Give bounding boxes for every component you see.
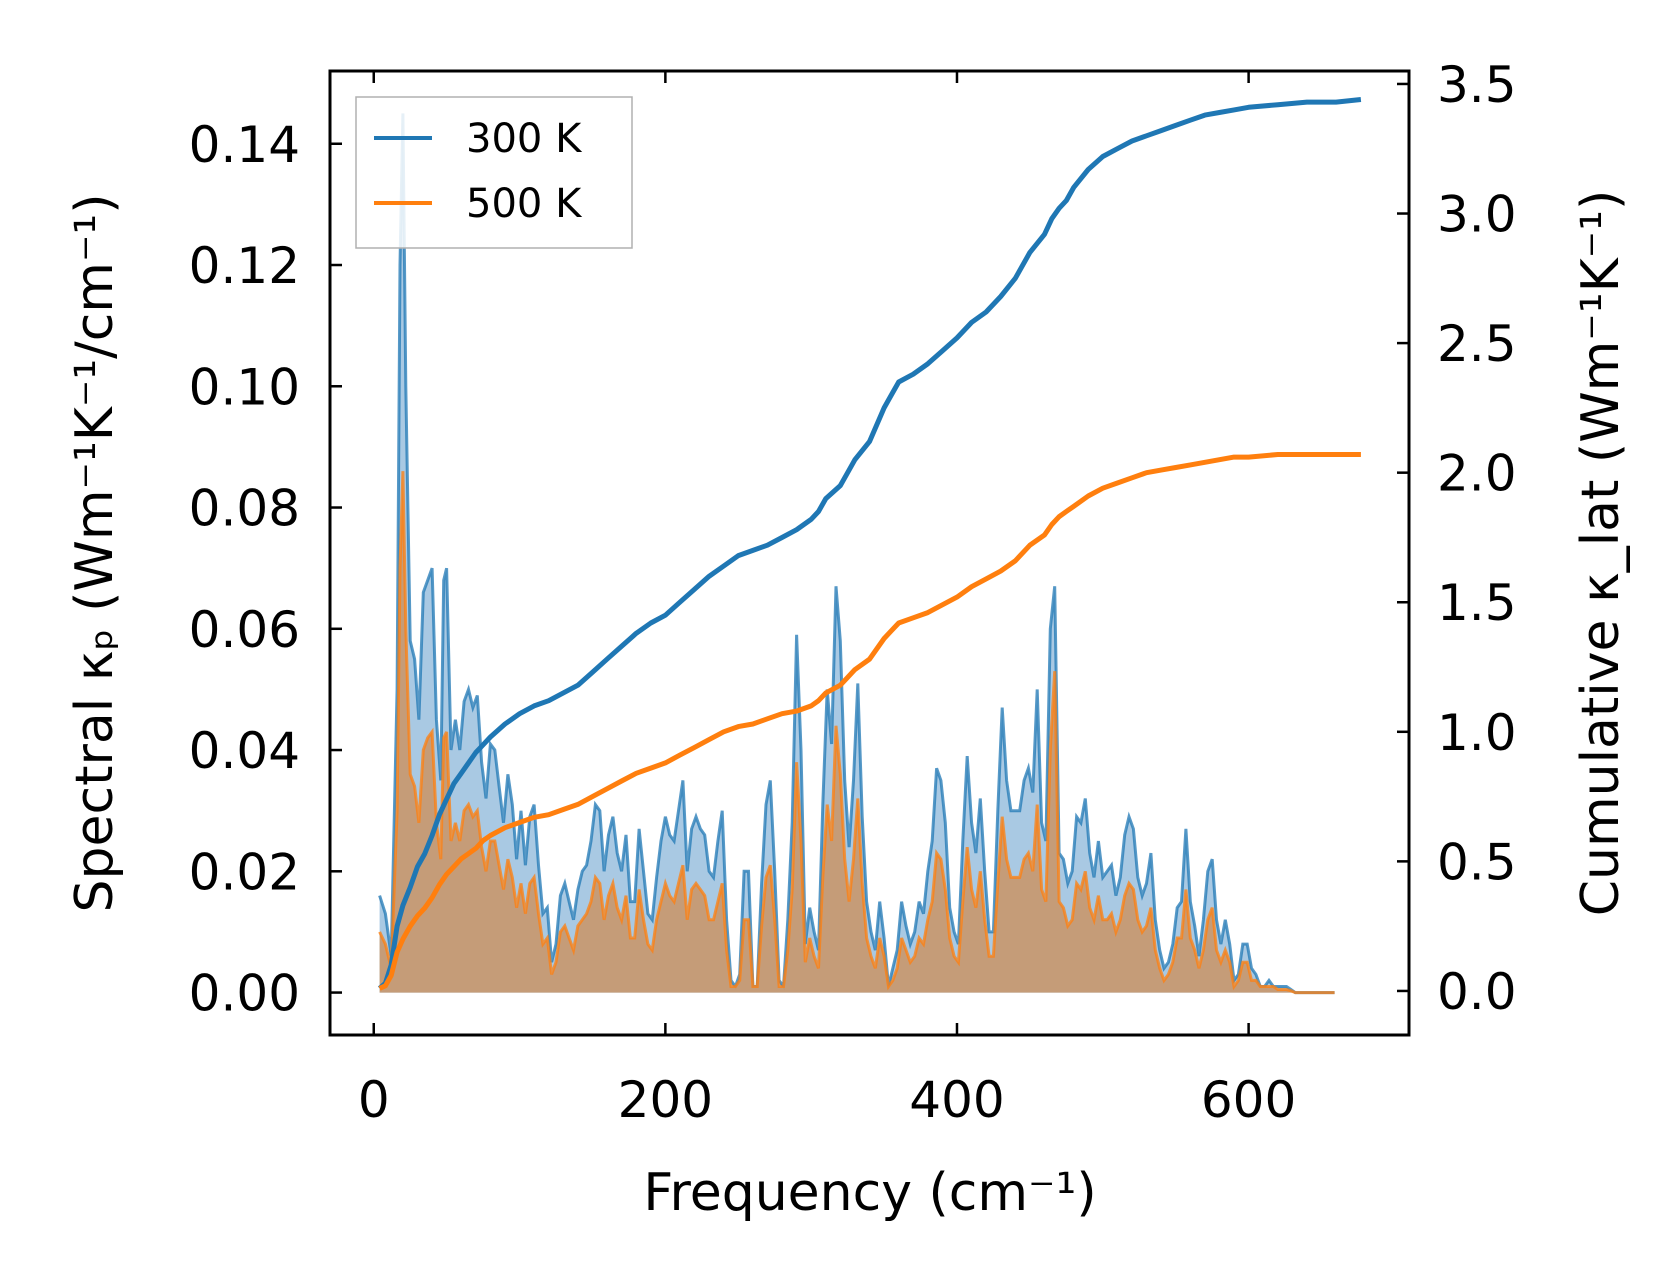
y-tick-label-left: 0.08 bbox=[189, 480, 300, 538]
x-tick-label: 400 bbox=[909, 1071, 1004, 1129]
legend: 300 K 500 K bbox=[355, 96, 633, 249]
y-tick-label-left: 0.06 bbox=[189, 601, 300, 659]
y-tick-label-right: 0.0 bbox=[1437, 963, 1517, 1021]
spectral-line-500k bbox=[378, 471, 1335, 995]
series-lines bbox=[377, 97, 1362, 991]
x-axis-title: Frequency (cm⁻¹) bbox=[643, 1163, 1096, 1223]
legend-box bbox=[355, 96, 633, 249]
y-tick-label-right: 3.5 bbox=[1437, 56, 1517, 114]
y-tick-label-right: 0.5 bbox=[1437, 833, 1517, 891]
y-tick-label-right: 3.0 bbox=[1437, 186, 1517, 244]
y-tick-label-right: 2.0 bbox=[1437, 445, 1517, 503]
plot-frame bbox=[328, 69, 1411, 1037]
y-tick-label-left: 0.00 bbox=[189, 965, 300, 1023]
legend-label-500k: 500 K bbox=[466, 181, 583, 227]
y-tick-label-left: 0.02 bbox=[189, 843, 300, 901]
y-tick-label-right: 1.5 bbox=[1437, 574, 1517, 632]
spectral-line-300k bbox=[378, 113, 1335, 995]
cumulative-line-500k bbox=[378, 452, 1361, 991]
axis-tick-labels: 0 200 400 600 0.00 0.02 0.04 0.06 0.08 0.10 0.12 0.… bbox=[189, 56, 1517, 1129]
axis-ticks bbox=[330, 71, 1409, 1035]
y-tick-label-right: 2.5 bbox=[1437, 315, 1517, 373]
y-tick-label-right: 1.0 bbox=[1437, 704, 1517, 762]
y-tick-label-left: 0.04 bbox=[189, 722, 300, 780]
cumulative-line-300k bbox=[377, 97, 1362, 991]
y-tick-label-left: 0.10 bbox=[189, 358, 300, 416]
y-axis-left-title: Spectral κₚ (Wm⁻¹K⁻¹/cm⁻¹) bbox=[65, 193, 125, 912]
x-tick-label: 200 bbox=[618, 1071, 713, 1129]
spectral-fills bbox=[378, 113, 1335, 995]
x-tick-label: 0 bbox=[358, 1071, 390, 1129]
y-tick-label-left: 0.14 bbox=[189, 116, 300, 174]
legend-label-300k: 300 K bbox=[466, 116, 583, 162]
spectral-fill-500k bbox=[379, 471, 1335, 993]
x-tick-label: 600 bbox=[1201, 1071, 1296, 1129]
y-axis-right-title: Cumulative κ_lat (Wm⁻¹K⁻¹) bbox=[1571, 190, 1631, 917]
y-tick-label-left: 0.12 bbox=[189, 237, 300, 295]
